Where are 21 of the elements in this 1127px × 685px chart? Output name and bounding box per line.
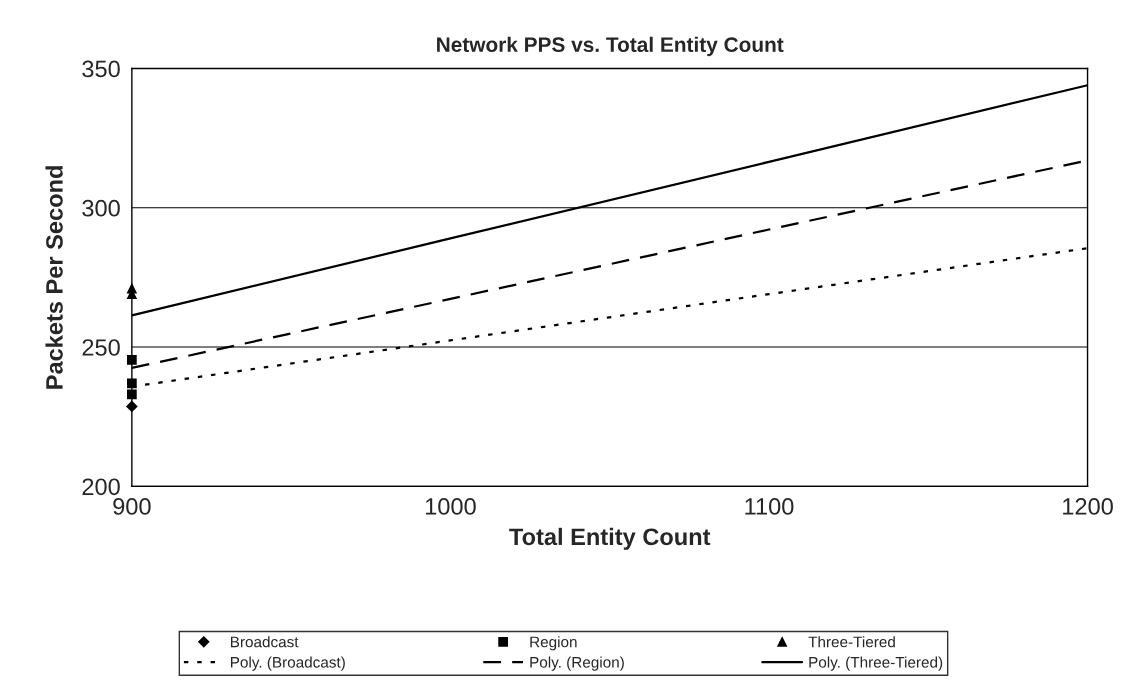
y-tick-label: 200 [82, 478, 120, 496]
legend-label: Poly. (Three-Tiered) [809, 656, 943, 671]
x-axis-title: Total Entity Count [509, 527, 711, 550]
x-tick-label: 1200 [1063, 498, 1113, 515]
point [126, 400, 138, 413]
y-tick-label: 250 [82, 339, 120, 356]
y-tick-label: 300 [82, 199, 120, 217]
point [126, 378, 137, 389]
legend-label: Three-Tiered [808, 636, 895, 648]
x-tick-label: 1100 [745, 498, 794, 515]
point [126, 355, 137, 365]
x-tick-label: 1000 [425, 498, 476, 515]
y-axis-title: Packets Per Second [45, 166, 63, 389]
legend-label: Poly. (Region) [530, 656, 624, 671]
legend-label: Broadcast [230, 636, 299, 648]
x-tick-label: 900 [113, 498, 151, 515]
chart-title: Network PPS vs. Total Entity Count [437, 36, 784, 57]
y-tick-label: 350 [82, 60, 120, 78]
legend-label: Region [530, 636, 577, 651]
legend-label: Poly. (Broadcast) [230, 656, 345, 671]
point [126, 389, 137, 400]
